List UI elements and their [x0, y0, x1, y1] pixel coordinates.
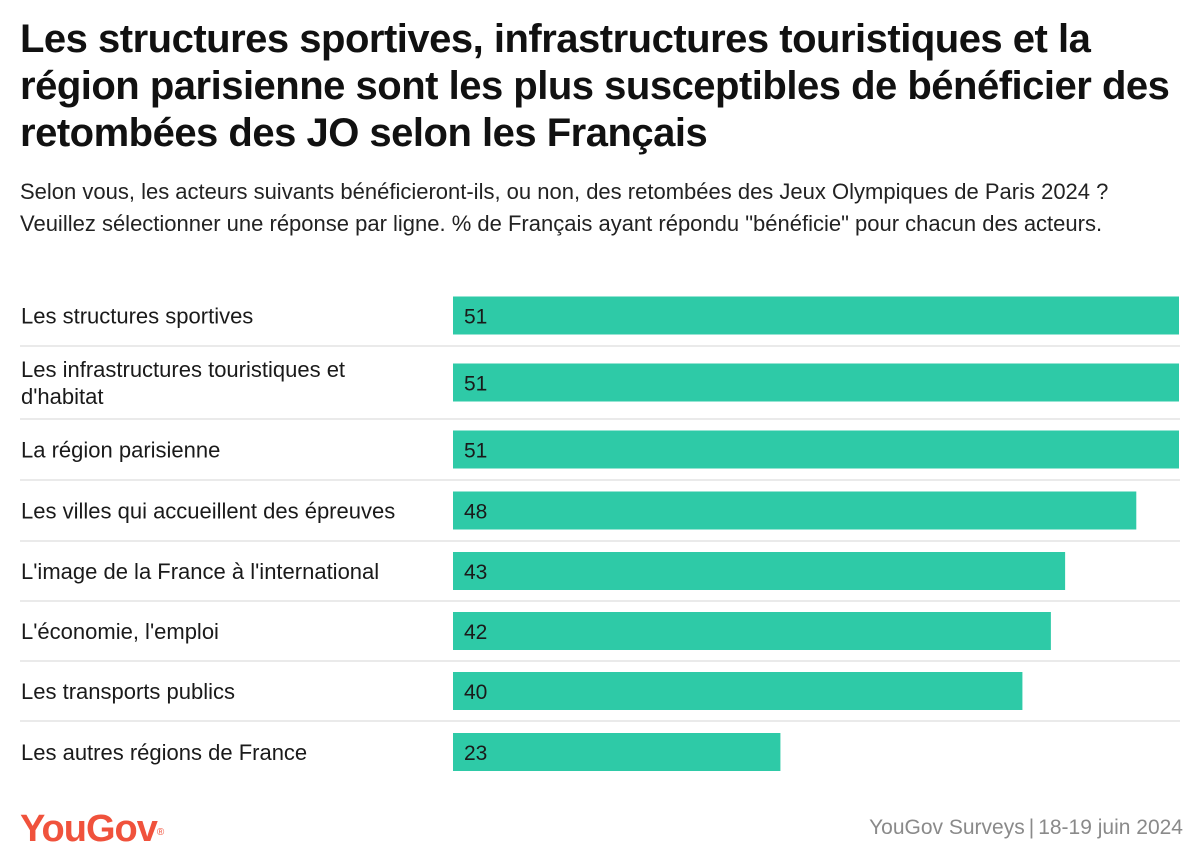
category-label: Les transports publics — [21, 679, 235, 704]
bar — [453, 491, 1137, 530]
chart-subtitle: Selon vous, les acteurs suivants bénéfic… — [20, 179, 1109, 236]
category-label-line: d'habitat — [21, 384, 104, 409]
value-label: 48 — [464, 501, 487, 524]
registered-mark: ® — [156, 827, 165, 838]
bar — [453, 296, 1179, 335]
category-label: L'image de la France à l'international — [21, 559, 379, 584]
category-label: Les autres régions de France — [21, 740, 307, 765]
value-label: 42 — [464, 621, 487, 644]
category-label: L'économie, l'emploi — [21, 619, 219, 644]
value-label: 51 — [464, 306, 487, 329]
category-label-line: L'image de la France à l'international — [21, 559, 379, 584]
category-label-line: Les autres régions de France — [21, 740, 307, 765]
category-label-line: La région parisienne — [21, 438, 220, 463]
category-label: La région parisienne — [21, 438, 220, 463]
bar-row-l-image-de-la-france-a-l-international: 43 L'image de la France à l'international — [20, 552, 1180, 602]
chart-title: Les structures sportives, infrastructure… — [20, 17, 1170, 155]
value-label: 51 — [464, 440, 487, 463]
bar-row-les-autres-regions-de-france: 23 Les autres régions de France — [21, 733, 781, 771]
category-label-line: Les villes qui accueillent des épreuves — [21, 499, 395, 524]
bar-row-les-transports-publics: 40 Les transports publics — [20, 672, 1180, 722]
category-label-line: Les structures sportives — [21, 304, 253, 329]
bar — [453, 733, 781, 771]
bar — [453, 363, 1179, 402]
brand-name: YouGov — [20, 808, 158, 850]
bar-row-les-infrastructures-touristiques-et-d-habitat: 51 Les infrastructures touristiques et d'h… — [20, 357, 1180, 420]
category-label-line: Les infrastructures touristiques et — [21, 357, 345, 382]
bar — [453, 552, 1066, 590]
bar — [453, 672, 1023, 710]
category-label-line: Les transports publics — [21, 679, 235, 704]
bar — [453, 612, 1051, 650]
source-name: YouGov Surveys — [869, 816, 1025, 839]
bar — [453, 430, 1179, 469]
value-label: 51 — [464, 373, 487, 396]
value-label: 23 — [464, 742, 487, 765]
source-separator: | — [1028, 816, 1035, 839]
category-label: Les infrastructures touristiques et d'hab… — [21, 357, 345, 409]
value-label: 43 — [464, 561, 487, 584]
bar-row-les-structures-sportives: 51 Les structures sportives — [20, 296, 1180, 347]
category-label: Les villes qui accueillent des épreuves — [21, 499, 395, 524]
source-note: YouGov Surveys | 18-19 juin 2024 — [869, 814, 1183, 842]
value-label: 40 — [464, 681, 487, 704]
chart-rows: 51 Les structures sportives 51 Les infrastr… — [20, 296, 1180, 771]
bar-row-l-economie-l-emploi: 42 L'économie, l'emploi — [20, 612, 1180, 662]
yougov-logo: YouGov® — [20, 807, 164, 851]
bar-row-la-region-parisienne: 51 La région parisienne — [20, 430, 1180, 481]
category-label: Les structures sportives — [21, 304, 253, 329]
category-label-line: L'économie, l'emploi — [21, 619, 219, 644]
source-date: 18-19 juin 2024 — [1038, 816, 1183, 839]
bar-row-les-villes-qui-accueillent-des-epreuves: 48 Les villes qui accueillent des épreuve… — [20, 491, 1180, 542]
